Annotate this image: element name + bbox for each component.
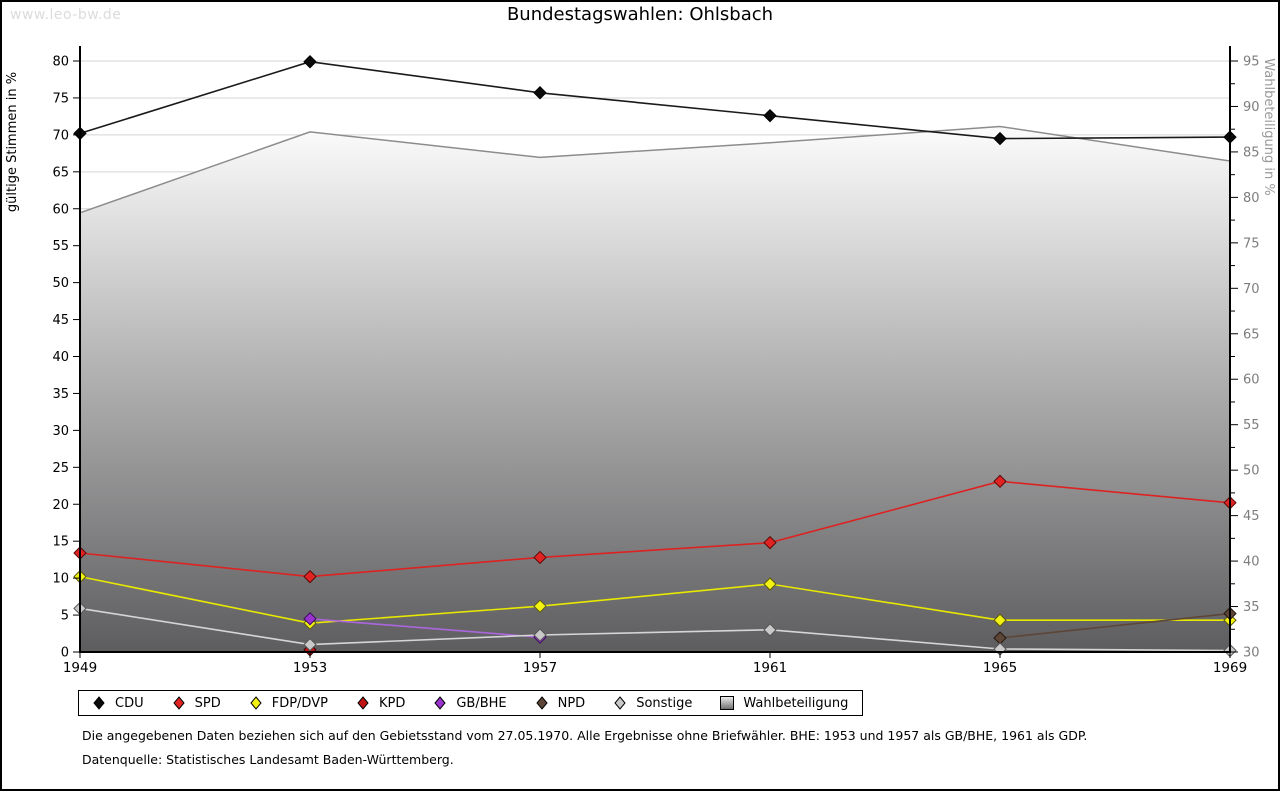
legend-item-npd: NPD — [534, 695, 586, 711]
marker-fdp-dvp-1961 — [763, 577, 777, 591]
legend-label-cdu: CDU — [115, 695, 144, 711]
legend-marker-cdu — [93, 696, 105, 710]
series-line-cdu — [79, 60, 1231, 140]
left-tick-label: 5 — [61, 609, 69, 624]
marker-sonstige-1953 — [303, 637, 317, 652]
right-tick-label: 75 — [1243, 236, 1260, 251]
marker-cdu-1965 — [993, 131, 1007, 146]
marker-spd-1957 — [533, 550, 547, 565]
left-tick-label: 10 — [52, 572, 69, 587]
legend-marker-npd — [535, 696, 548, 710]
left-tick-label: 75 — [52, 91, 69, 106]
legend-item-gb-bhe: GB/BHE — [432, 695, 507, 711]
series-line-npd — [999, 612, 1231, 639]
footnote-gebietsstand: Die angegebenen Daten beziehen sich auf … — [82, 728, 1088, 743]
marker-spd-1953 — [303, 569, 317, 584]
left-axis-title: gültige Stimmen in % — [5, 72, 20, 212]
right-axis-title: Wahlbeteiligung in % — [1261, 58, 1276, 195]
right-tick-label: 90 — [1243, 100, 1260, 115]
legend-marker-kpd — [357, 696, 369, 710]
marker-fdp-dvp-1957 — [533, 599, 547, 613]
legend-item-spd: SPD — [171, 695, 221, 711]
marker-spd-1965 — [993, 474, 1007, 489]
right-tick-label: 55 — [1243, 418, 1260, 433]
leo-bw-watermark: www.leo-bw.de — [10, 7, 122, 23]
legend-marker-wahlbeteiligung — [720, 696, 735, 710]
chart-legend: CDU SPD FDP/DVP KPD GB/BHE NPD Sonstige Wahlbet… — [78, 690, 864, 716]
right-tick-label: 60 — [1243, 373, 1260, 388]
left-tick-label: 15 — [52, 535, 69, 550]
left-tick-label: 80 — [52, 55, 69, 70]
legend-label-sonstige: Sonstige — [636, 695, 693, 711]
line-wahlbeteiligung — [79, 125, 1231, 214]
series-line-fdp-dvp — [79, 575, 1230, 625]
area-wahlbeteiligung — [80, 126, 1230, 652]
legend-item-kpd: KPD — [355, 695, 405, 711]
x-tick-label-1953: 1953 — [293, 660, 327, 676]
right-tick-label: 70 — [1243, 282, 1260, 297]
marker-gb-bhe-1953 — [303, 612, 317, 626]
right-tick-label: 85 — [1243, 145, 1260, 160]
right-tick-label: 45 — [1243, 509, 1260, 524]
right-tick-label: 80 — [1243, 191, 1260, 206]
legend-item-cdu: CDU — [91, 695, 144, 711]
legend-label-fdp-dvp: FDP/DVP — [271, 695, 328, 711]
footnote-datenquelle: Datenquelle: Statistisches Landesamt Bad… — [82, 752, 454, 767]
left-tick-label: 70 — [52, 128, 69, 143]
marker-sonstige-1957 — [533, 628, 547, 642]
legend-marker-sonstige — [614, 696, 626, 710]
left-tick-label: 25 — [52, 461, 69, 476]
right-tick-label: 30 — [1243, 646, 1260, 661]
series-line-gb-bhe — [309, 618, 541, 638]
marker-cdu-1953 — [303, 55, 317, 69]
legend-item-fdp-dvp: FDP/DVP — [248, 695, 328, 711]
chart-title: Bundestagswahlen: Ohlsbach — [506, 4, 774, 25]
right-tick-label: 50 — [1243, 464, 1260, 479]
left-tick-label: 60 — [52, 202, 69, 217]
marker-cdu-1957 — [533, 86, 547, 100]
x-tick-label-1957: 1957 — [523, 660, 557, 676]
right-tick-label: 65 — [1243, 327, 1260, 342]
x-tick-label-1961: 1961 — [753, 660, 787, 676]
left-tick-label: 40 — [52, 350, 69, 365]
legend-marker-spd — [172, 696, 185, 710]
left-tick-label: 45 — [52, 313, 69, 328]
left-tick-label: 30 — [52, 424, 69, 439]
legend-label-spd: SPD — [194, 695, 221, 711]
x-tick-label-1969: 1969 — [1213, 660, 1247, 676]
legend-item-wahlbeteiligung: Wahlbeteiligung — [719, 695, 848, 711]
left-tick-label: 0 — [61, 646, 69, 661]
legend-marker-gb-bhe — [434, 696, 446, 710]
legend-label-gb-bhe: GB/BHE — [456, 695, 507, 711]
legend-label-kpd: KPD — [378, 695, 406, 711]
left-tick-label: 55 — [52, 239, 69, 254]
series-line-sonstige — [79, 607, 1231, 652]
legend-item-sonstige: Sonstige — [612, 695, 692, 711]
marker-cdu-1961 — [763, 108, 777, 123]
x-tick-label-1949: 1949 — [63, 660, 97, 676]
left-tick-label: 65 — [52, 165, 69, 180]
left-tick-label: 50 — [52, 276, 69, 291]
legend-label-wahlbeteiligung: Wahlbeteiligung — [743, 695, 849, 711]
left-tick-label: 20 — [52, 498, 69, 513]
legend-marker-fdp-dvp — [250, 696, 262, 710]
marker-fdp-dvp-1965 — [993, 613, 1007, 627]
right-tick-label: 35 — [1243, 600, 1260, 615]
legend-label-npd: NPD — [557, 695, 586, 711]
marker-sonstige-1961 — [763, 623, 777, 637]
x-tick-label-1965: 1965 — [983, 660, 1017, 676]
marker-spd-1961 — [763, 535, 777, 550]
right-tick-label: 95 — [1243, 55, 1260, 70]
right-tick-label: 40 — [1243, 555, 1260, 570]
series-line-spd — [79, 480, 1231, 578]
left-tick-label: 35 — [52, 387, 69, 402]
